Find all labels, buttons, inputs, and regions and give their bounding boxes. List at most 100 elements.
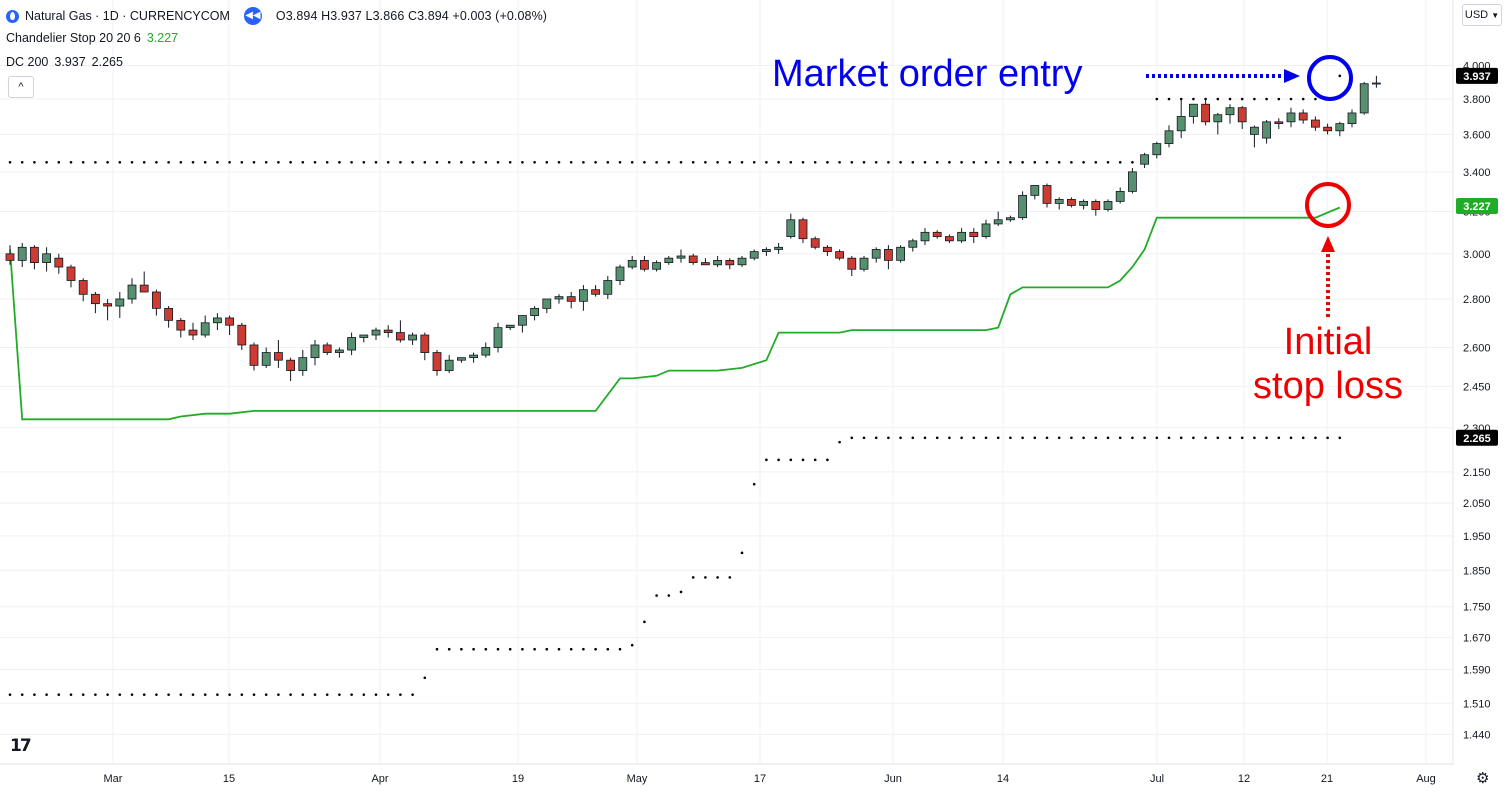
x-tick-label: 19: [512, 773, 524, 785]
donchian-dot: [887, 160, 890, 164]
donchian-dot: [655, 594, 658, 597]
y-tick-label: 3.400: [1463, 167, 1491, 179]
chandelier-legend-row[interactable]: Chandelier Stop 20 20 6 3.227: [6, 31, 178, 45]
candle-body: [835, 251, 844, 259]
candle-body: [713, 259, 722, 266]
currency-selector[interactable]: USD ▼: [1462, 4, 1502, 26]
price-tag-bg: [1456, 67, 1498, 84]
candle-body: [1359, 83, 1369, 114]
candle: [273, 339, 283, 368]
donchian-dot: [508, 160, 512, 164]
x-tick-label: 17: [754, 773, 766, 785]
donchian-dot: [1021, 436, 1024, 440]
donchian-dot: [142, 160, 146, 164]
donchian-dot: [606, 647, 610, 651]
donchian-dot: [289, 693, 292, 696]
collapse-legend-button[interactable]: ^: [8, 76, 34, 98]
donchian-dot: [582, 647, 585, 651]
donchian-dot: [81, 693, 85, 696]
candle-body: [127, 284, 137, 300]
candle: [322, 342, 332, 356]
candle: [652, 260, 661, 272]
donchian-dot: [1167, 97, 1171, 101]
donchian-dot: [765, 458, 768, 462]
candle-body: [591, 289, 600, 295]
donchian-dot: [167, 693, 170, 696]
donchian-dot: [484, 160, 488, 164]
donchian-dot: [1277, 97, 1281, 101]
donchian-dot: [496, 647, 500, 651]
candle-body: [1347, 112, 1357, 125]
donchian-dot: [277, 693, 280, 696]
candle-body: [896, 246, 905, 261]
candle-body: [493, 327, 503, 348]
replay-button[interactable]: ◀◀: [243, 7, 262, 25]
candle-body: [1262, 121, 1271, 139]
candle-body: [1298, 112, 1308, 121]
price-tag: 3.937: [1456, 67, 1498, 84]
donchian-dot: [325, 693, 329, 696]
x-tick-label: Jun: [884, 773, 902, 785]
donchian-dot: [1228, 436, 1232, 440]
candle-body: [1164, 130, 1174, 144]
donchian-dot: [1240, 436, 1244, 440]
y-tick-label: 1.440: [1463, 729, 1491, 741]
chandelier-stop-line: [9, 206, 1341, 421]
donchian-dot: [923, 436, 927, 440]
gear-icon[interactable]: ⚙: [1476, 770, 1490, 787]
candle: [1042, 183, 1052, 208]
donchian-dot: [923, 160, 927, 164]
donchian-dot: [1179, 97, 1183, 101]
candle-body: [676, 255, 686, 259]
candle-body: [261, 352, 271, 366]
donchian-dot: [399, 160, 402, 164]
candle: [1018, 191, 1027, 220]
stop-circle: [1305, 182, 1351, 228]
candle: [1359, 82, 1369, 115]
donchian-dot: [423, 676, 427, 680]
candle-body: [688, 255, 698, 263]
donchian-dot: [533, 647, 536, 651]
donchian-dot: [447, 647, 451, 651]
symbol-title[interactable]: Natural Gas · 1D · CURRENCYCOM: [25, 9, 230, 23]
donchian-legend-row[interactable]: DC 200 3.937 2.265: [6, 55, 123, 69]
symbol-legend-row: Natural Gas · 1D · CURRENCYCOM ◀◀ O3.894…: [6, 7, 547, 25]
candle-body: [1103, 200, 1113, 210]
chart-grid: [0, 0, 1453, 764]
candle-body: [701, 262, 710, 266]
candle-body: [505, 324, 515, 329]
candle-body: [1323, 126, 1332, 132]
candle: [762, 247, 771, 256]
donchian-dot: [1070, 160, 1073, 164]
candle: [1176, 99, 1186, 139]
candle-body: [322, 344, 332, 353]
donchian-dot: [386, 693, 390, 696]
donchian-dot: [399, 693, 402, 696]
donchian-dot: [972, 436, 976, 440]
candle-body: [762, 249, 771, 253]
candle-body: [920, 231, 930, 242]
donchian-dot: [447, 160, 451, 164]
donchian-dot: [960, 436, 963, 440]
donchian-dot: [203, 693, 207, 696]
candle-body: [1115, 190, 1125, 202]
donchian-dot: [1155, 436, 1159, 440]
candle: [884, 245, 893, 270]
donchian-dot: [1070, 436, 1073, 440]
candle-body: [286, 359, 296, 371]
y-tick-label: 1.850: [1463, 565, 1491, 577]
candle: [212, 313, 222, 331]
donchian-dot: [1289, 436, 1293, 440]
candle: [359, 334, 369, 343]
donchian-dot: [716, 576, 719, 579]
candle: [127, 278, 137, 304]
donchian-dot: [57, 693, 61, 696]
donchian-dot: [1045, 436, 1049, 440]
candle: [1250, 125, 1259, 148]
candle-body: [115, 298, 125, 307]
y-tick-label: 1.750: [1463, 602, 1491, 614]
stop-annotation-line2: stop loss: [1253, 365, 1403, 407]
donchian-dot: [130, 693, 134, 696]
donchian-dot: [862, 160, 866, 164]
